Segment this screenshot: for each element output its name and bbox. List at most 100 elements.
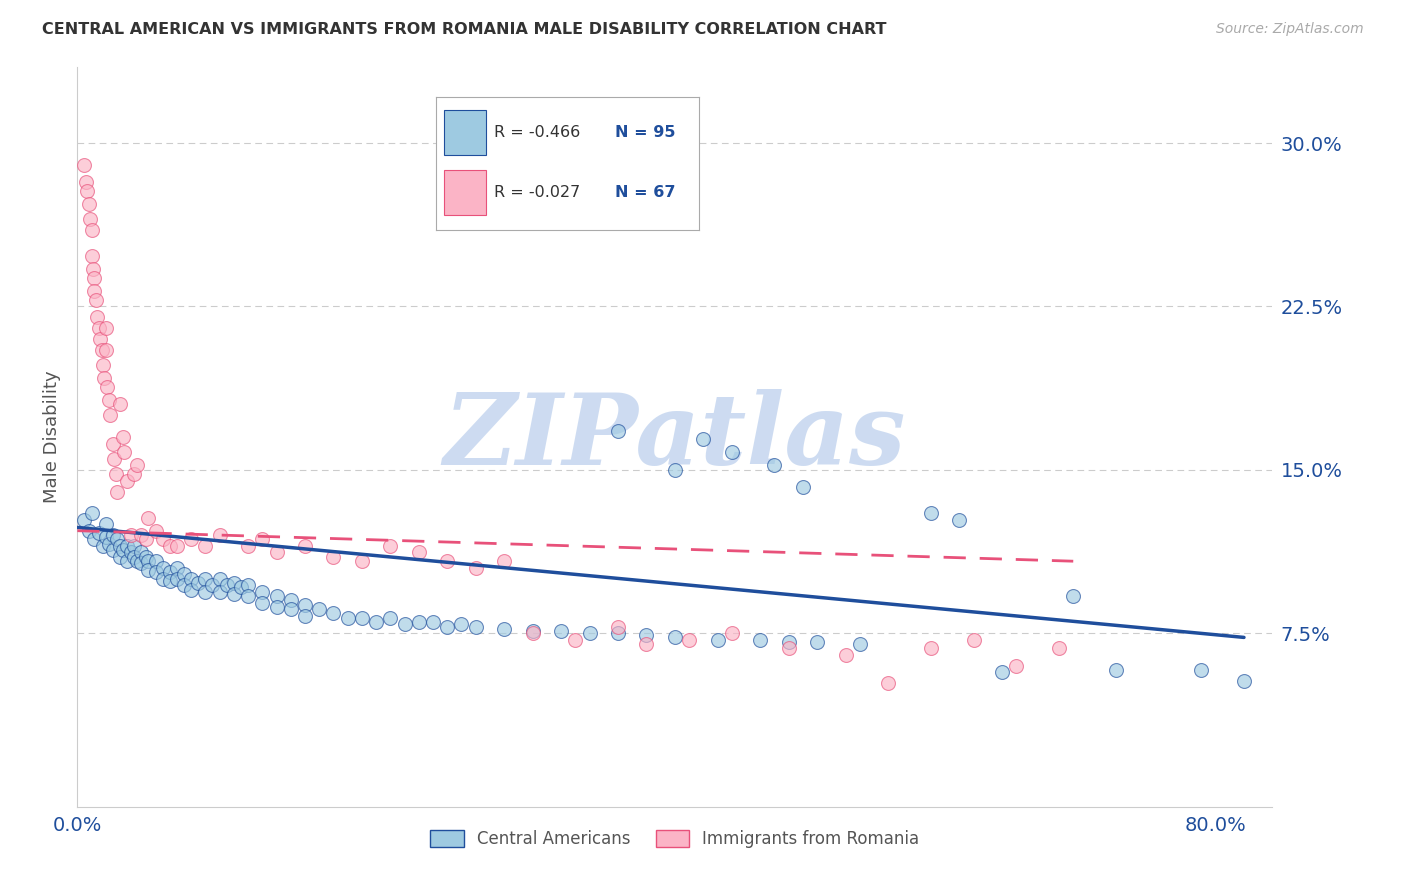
Point [73, 158, 96, 172]
Point [834, 648, 856, 662]
Point [252, 584, 274, 599]
Text: ZIPatlas: ZIPatlas [444, 389, 905, 485]
Point [108, 539, 131, 553]
Point [208, 584, 231, 599]
Point [104, 467, 127, 482]
Point [87, 525, 110, 540]
Point [280, 602, 302, 616]
Point [607, 424, 630, 438]
Point [422, 615, 444, 630]
Point [236, 539, 259, 553]
Point [408, 545, 430, 559]
Point [131, 545, 153, 559]
Point [145, 554, 167, 568]
Point [131, 528, 153, 542]
Point [201, 578, 224, 592]
Point [80, 506, 103, 520]
Point [194, 584, 217, 599]
Point [84, 293, 107, 307]
Point [920, 506, 942, 520]
Point [494, 554, 516, 568]
Point [122, 549, 145, 564]
Point [215, 578, 238, 592]
Point [294, 539, 316, 553]
Point [336, 611, 359, 625]
Point [920, 641, 942, 656]
Point [494, 622, 516, 636]
Y-axis label: Male Disability: Male Disability [44, 371, 62, 503]
Point [450, 617, 472, 632]
Point [93, 371, 115, 385]
Point [436, 619, 458, 633]
Point [159, 565, 181, 579]
Point [380, 539, 402, 553]
Point [120, 528, 142, 542]
Point [145, 524, 167, 538]
Point [678, 632, 700, 647]
Point [138, 510, 160, 524]
Point [115, 539, 138, 553]
Point [236, 589, 259, 603]
Point [180, 582, 202, 597]
Point [436, 554, 458, 568]
Point [266, 599, 288, 614]
Point [578, 626, 600, 640]
Point [187, 576, 209, 591]
Point [607, 619, 630, 633]
Point [131, 557, 153, 571]
Point [394, 617, 416, 632]
Point [122, 539, 145, 553]
Point [322, 607, 344, 621]
Point [166, 572, 188, 586]
Point [522, 626, 544, 640]
Point [564, 632, 586, 647]
Point [152, 533, 174, 547]
Point [692, 432, 714, 446]
Point [73, 513, 96, 527]
Point [152, 572, 174, 586]
Point [91, 358, 114, 372]
Point [112, 445, 135, 459]
Point [550, 624, 572, 638]
Point [111, 543, 134, 558]
Point [127, 458, 149, 473]
Point [94, 517, 117, 532]
Point [135, 549, 157, 564]
Point [1189, 663, 1212, 677]
Point [294, 598, 316, 612]
Point [89, 332, 111, 346]
Point [266, 589, 288, 603]
Point [108, 397, 131, 411]
Point [173, 567, 195, 582]
Point [87, 321, 110, 335]
Point [236, 578, 259, 592]
Point [720, 445, 742, 459]
Point [180, 572, 202, 586]
Text: CENTRAL AMERICAN VS IMMIGRANTS FROM ROMANIA MALE DISABILITY CORRELATION CHART: CENTRAL AMERICAN VS IMMIGRANTS FROM ROMA… [42, 22, 887, 37]
Point [464, 619, 486, 633]
Point [749, 632, 772, 647]
Point [194, 572, 217, 586]
Point [778, 634, 800, 648]
Point [991, 665, 1014, 680]
Point [90, 343, 112, 357]
Point [159, 574, 181, 588]
Point [103, 451, 125, 466]
Point [408, 615, 430, 630]
Point [79, 212, 101, 227]
Point [208, 572, 231, 586]
Point [108, 549, 131, 564]
Point [75, 175, 97, 189]
Point [380, 611, 402, 625]
Point [76, 184, 98, 198]
Point [664, 631, 686, 645]
Point [294, 608, 316, 623]
Point [152, 560, 174, 574]
Point [763, 458, 786, 473]
Point [115, 554, 138, 568]
Point [222, 587, 245, 601]
Point [806, 634, 828, 648]
Point [166, 560, 188, 574]
Point [252, 533, 274, 547]
Point [91, 539, 114, 553]
